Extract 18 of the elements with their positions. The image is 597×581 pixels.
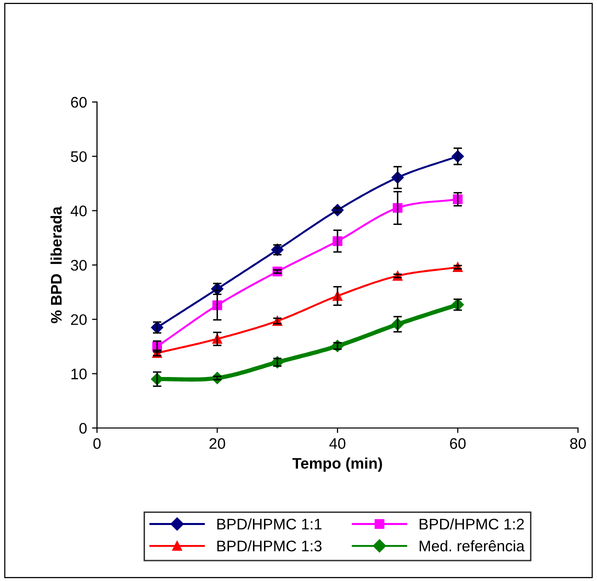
- legend-label: BPD/HPMC 1:1: [217, 518, 322, 530]
- y-tick-label: 60: [71, 96, 87, 108]
- x-tick-label: 20: [210, 438, 226, 449]
- y-tick-label: 20: [71, 314, 87, 326]
- y-axis-title: % BPD liberada: [50, 206, 62, 324]
- x-axis-title: Tempo (min): [292, 458, 382, 472]
- legend-label: Med. referência: [420, 540, 525, 552]
- legend-label: BPD/HPMC 1:2: [420, 518, 524, 530]
- x-tick-label: 60: [450, 438, 466, 449]
- x-tick-label: 80: [570, 438, 586, 449]
- y-tick-label: 50: [70, 151, 87, 162]
- y-tick-label: 40: [70, 206, 87, 216]
- legend-label: BPD/HPMC 1:3: [217, 540, 322, 552]
- y-tick-label: 10: [71, 368, 87, 380]
- x-tick-label: 0: [93, 438, 101, 449]
- y-tick-label: 30: [70, 260, 87, 271]
- y-tick-label: 0: [79, 422, 87, 434]
- x-tick-label: 40: [329, 438, 346, 449]
